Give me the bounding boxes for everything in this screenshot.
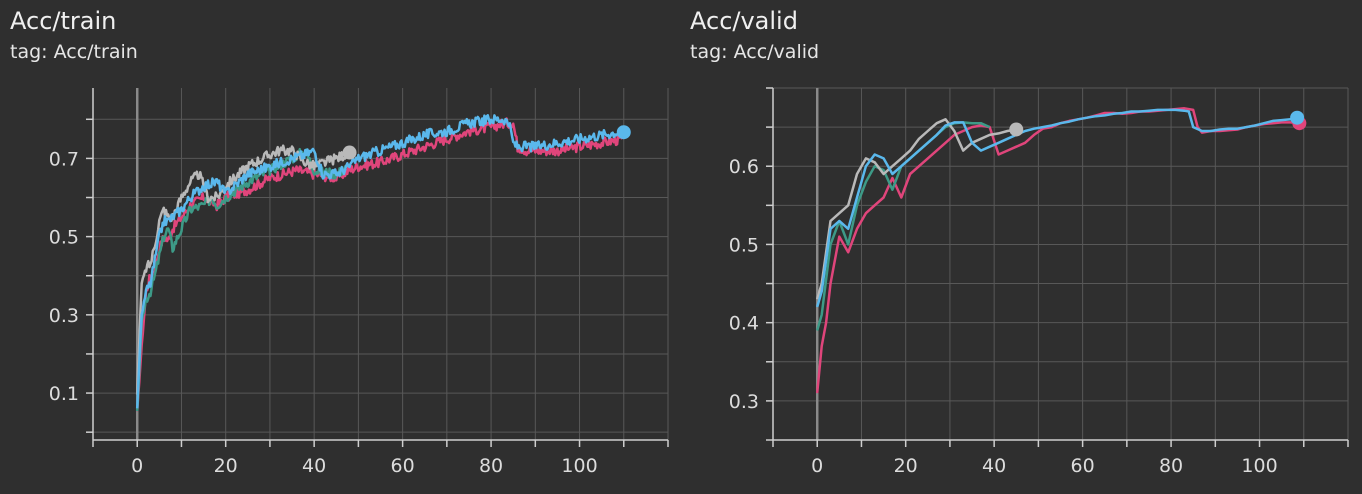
series-line-2 (815, 118, 1017, 300)
series-line-0 (135, 117, 626, 412)
series-line-0 (815, 107, 1300, 394)
x-tick-label: 60 (391, 455, 415, 477)
grid (92, 88, 669, 440)
acc-valid-plot[interactable]: 0 20 40 60 80 100 0.3 0.4 0.5 0.6 (680, 0, 1360, 494)
y-tick-label: 0.1 (49, 383, 79, 405)
series-line-3 (815, 108, 1300, 308)
x-tick-label: 0 (811, 455, 823, 477)
series-line-1 (815, 121, 991, 331)
chart-tag: tag: Acc/train (10, 41, 138, 63)
y-tick-label: 0.3 (49, 305, 79, 327)
y-tick-label: 0.3 (729, 391, 759, 413)
x-tick-label: 60 (1071, 455, 1095, 477)
acc-train-plot[interactable]: 0 20 40 60 80 100 0.1 0.3 0.5 0.7 (0, 0, 680, 494)
y-tick-label: 0.5 (729, 234, 759, 256)
y-tick-label: 0.6 (729, 156, 759, 178)
x-tick-label: 0 (131, 455, 143, 477)
y-tick-label: 0.7 (49, 148, 79, 170)
x-tick-label: 100 (1241, 455, 1277, 477)
x-tick-label: 20 (214, 455, 238, 477)
x-tick-label: 80 (479, 455, 503, 477)
series-end-dot (616, 125, 631, 140)
grid (772, 87, 1349, 441)
series-end-dot (342, 145, 357, 160)
y-tick-label: 0.5 (49, 227, 79, 249)
series-line-3 (135, 114, 625, 409)
chart-card-acc-train: Acc/train tag: Acc/train 0 20 40 60 80 100 0.1… (0, 0, 680, 494)
x-tick-label: 40 (982, 455, 1006, 477)
chart-tag: tag: Acc/valid (690, 41, 820, 63)
chart-title: Acc/valid (690, 7, 798, 35)
x-tick-label: 20 (894, 455, 918, 477)
y-tick-label: 0.4 (729, 313, 759, 335)
chart-title: Acc/train (10, 7, 117, 35)
series-end-dot (1290, 110, 1305, 125)
chart-card-acc-valid: Acc/valid tag: Acc/valid 0 20 40 60 80 100 0.3… (680, 0, 1360, 494)
series-line-1 (135, 147, 351, 412)
x-tick-label: 40 (302, 455, 326, 477)
x-tick-label: 80 (1159, 455, 1183, 477)
series-end-dot (1009, 122, 1024, 137)
x-tick-label: 100 (561, 455, 597, 477)
